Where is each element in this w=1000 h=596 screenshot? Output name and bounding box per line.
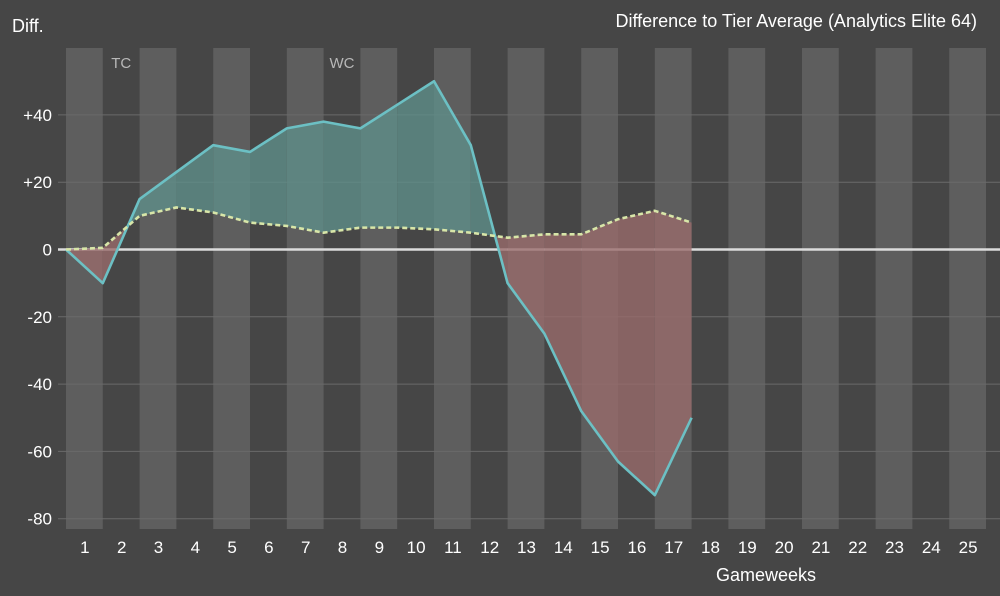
y-tick-label: +20 [23,173,52,192]
negative-fill [654,210,692,496]
x-tick-label: 22 [848,538,867,557]
y-tick-label: -20 [27,308,52,327]
x-tick-label: 1 [80,538,89,557]
x-tick-label: 19 [738,538,757,557]
chip-markers: TC WC [111,55,354,72]
chip-marker-wc: WC [330,55,355,72]
gameweek-band [139,48,177,529]
x-tick-label: 3 [154,538,163,557]
x-tick-label: 7 [301,538,310,557]
x-tick-label: 11 [444,538,462,557]
y-tick-label: 0 [43,241,52,260]
x-tick-label: 14 [554,538,573,557]
chip-marker-tc: TC [111,55,131,72]
x-tick-label: 24 [922,538,941,557]
x-tick-label: 21 [811,538,830,557]
y-axis-ticks: +40 +20 0 -20 -40 -60 -80 [23,106,52,529]
x-tick-label: 10 [407,538,426,557]
gameweek-band [875,48,913,529]
x-tick-label: 13 [517,538,536,557]
x-axis-title: Gameweeks [716,565,816,585]
positive-fill [139,172,177,216]
gameweek-band [949,48,986,529]
y-tick-label: -60 [27,442,52,461]
gridlines [58,114,1000,520]
positive-fill [323,121,361,233]
gameweek-band [286,48,324,529]
x-tick-label: 25 [959,538,978,557]
x-axis-ticks: 1 2 3 4 5 6 7 8 9 10 11 12 13 14 15 16 17 18 19 20 21 22 23 24 2… [80,538,978,557]
gameweek-band [66,48,103,529]
x-tick-label: 9 [375,538,384,557]
x-tick-label: 18 [701,538,720,557]
x-tick-label: 23 [885,538,904,557]
y-axis-title: Diff. [12,16,44,36]
positive-fill [176,145,214,213]
positive-fill [360,104,398,228]
difference-line [65,79,693,497]
tier-average-line [65,206,692,251]
x-tick-label: 5 [227,538,236,557]
gameweek-band [213,48,250,529]
gameweek-band [802,48,839,529]
series-lines [65,79,693,497]
positive-fill [286,121,324,233]
x-tick-label: 2 [117,538,126,557]
negative-fill [544,234,582,412]
x-tick-label: 20 [775,538,794,557]
chart-title: Difference to Tier Average (Analytics El… [615,11,977,31]
gameweek-band [728,48,766,529]
x-tick-label: 17 [664,538,683,557]
y-tick-label: -40 [27,375,52,394]
positive-fill [250,128,287,226]
negative-fill [507,234,545,334]
positive-fill [213,145,250,223]
y-tick-label: +40 [23,106,52,125]
x-tick-label: 4 [191,538,200,557]
positive-fill [434,81,471,233]
x-tick-label: 12 [480,538,499,557]
negative-fill [581,219,618,462]
negative-fill [618,210,655,496]
y-tick-label: -80 [27,510,52,529]
positive-fill [397,81,434,230]
x-tick-label: 15 [591,538,610,557]
x-tick-label: 16 [627,538,646,557]
x-tick-label: 8 [338,538,347,557]
x-tick-label: 6 [264,538,273,557]
